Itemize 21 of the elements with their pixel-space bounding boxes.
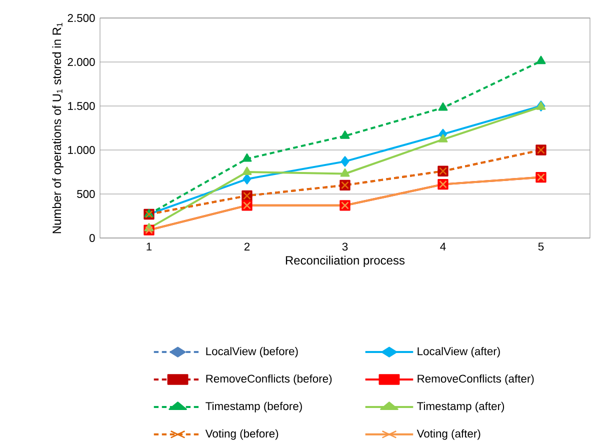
x-axis-title: Reconciliation process xyxy=(286,256,405,267)
y-tick-label: 1.500 xyxy=(68,102,95,110)
y-axis-title: Number of operations of U$_{1}$ stored in R$_{1}$ xyxy=(52,22,64,234)
y-tick-label: 2.000 xyxy=(68,58,95,66)
legend-label: LocalView (before) xyxy=(206,346,298,358)
y-tick-label: 0 xyxy=(90,234,95,242)
x-tick-label: 4 xyxy=(440,242,446,250)
legend-label: RemoveConflicts (after) xyxy=(418,374,534,385)
legend-label: Timestamp (before) xyxy=(206,402,302,412)
legend-label: RemoveConflicts (before) xyxy=(206,374,332,385)
legend-label: Voting (before) xyxy=(205,429,278,440)
legend-label: Timestamp (after) xyxy=(417,402,504,412)
x-tick-label: 2 xyxy=(244,242,250,251)
x-tick-label: 5 xyxy=(538,242,544,251)
legend-label: LocalView (after) xyxy=(418,346,500,358)
x-tick-label: 3 xyxy=(342,242,348,251)
y-tick-label: 2.500 xyxy=(68,14,95,22)
legend-label: Voting (after) xyxy=(416,429,480,440)
y-tick-label: 500 xyxy=(77,190,95,198)
x-tick-label: 1 xyxy=(146,242,152,250)
y-tick-label: 1.000 xyxy=(68,146,95,154)
